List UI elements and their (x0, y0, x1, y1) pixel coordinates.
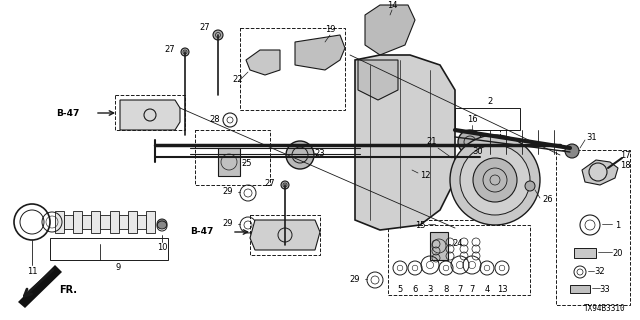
Text: 7: 7 (458, 285, 463, 294)
Bar (100, 215, 109, 229)
Text: 7: 7 (469, 285, 475, 294)
Text: 27: 27 (164, 45, 175, 54)
Text: 14: 14 (387, 1, 397, 10)
Text: 17: 17 (620, 150, 630, 159)
Bar (195, 130, 270, 185)
Polygon shape (18, 265, 62, 308)
Text: 1: 1 (616, 220, 621, 229)
Bar (128, 211, 137, 233)
Polygon shape (358, 60, 398, 100)
Circle shape (450, 135, 540, 225)
Text: 2: 2 (488, 98, 493, 107)
Polygon shape (120, 100, 180, 130)
Text: 21: 21 (427, 138, 437, 147)
Bar (118, 215, 128, 229)
Text: 10: 10 (157, 244, 167, 252)
Text: 24: 24 (452, 239, 463, 249)
Polygon shape (250, 220, 320, 250)
Bar (55, 211, 64, 233)
Bar (73, 211, 83, 233)
Circle shape (213, 30, 223, 40)
Bar (218, 148, 240, 176)
Text: 11: 11 (27, 268, 37, 276)
Polygon shape (246, 50, 280, 75)
Bar (250, 215, 320, 255)
Bar (92, 211, 100, 233)
Circle shape (286, 141, 314, 169)
Polygon shape (295, 35, 345, 70)
Text: 15: 15 (415, 220, 425, 229)
Bar (574, 248, 596, 258)
Bar (50, 238, 168, 260)
Text: B-47: B-47 (56, 108, 80, 117)
Text: 18: 18 (620, 161, 630, 170)
Bar (137, 215, 146, 229)
Text: 6: 6 (412, 285, 418, 294)
Text: 29: 29 (223, 188, 233, 196)
Bar (240, 28, 345, 110)
Bar (570, 285, 590, 293)
Text: 20: 20 (612, 249, 623, 258)
Text: 27: 27 (265, 179, 275, 188)
Circle shape (525, 181, 535, 191)
Bar (64, 215, 73, 229)
Text: 19: 19 (324, 26, 335, 35)
Text: 13: 13 (497, 285, 508, 294)
Text: TX94B3310: TX94B3310 (584, 304, 625, 313)
Text: 29: 29 (223, 220, 233, 228)
Polygon shape (365, 5, 415, 55)
Text: 30: 30 (473, 148, 483, 156)
Text: 12: 12 (420, 171, 430, 180)
Circle shape (565, 144, 579, 158)
Bar (83, 215, 92, 229)
Text: 8: 8 (444, 285, 449, 294)
Text: 25: 25 (242, 158, 252, 167)
Bar (556, 150, 630, 305)
Text: 4: 4 (484, 285, 490, 294)
Bar (109, 211, 118, 233)
Text: 5: 5 (397, 285, 403, 294)
Text: 16: 16 (467, 116, 477, 124)
Text: 26: 26 (543, 196, 554, 204)
Text: 29: 29 (349, 275, 360, 284)
Circle shape (460, 145, 530, 215)
Polygon shape (355, 55, 455, 230)
Text: 33: 33 (600, 284, 611, 293)
Bar (390, 130, 500, 220)
Circle shape (589, 163, 607, 181)
Bar (388, 225, 530, 295)
Circle shape (281, 181, 289, 189)
Circle shape (157, 219, 167, 229)
Bar (455, 108, 520, 130)
Circle shape (181, 48, 189, 56)
Text: 32: 32 (595, 268, 605, 276)
Circle shape (473, 158, 517, 202)
Text: 9: 9 (115, 263, 120, 273)
Text: 3: 3 (428, 285, 433, 294)
Text: FR.: FR. (59, 285, 77, 295)
Circle shape (458, 130, 482, 154)
Text: B-47: B-47 (190, 228, 214, 236)
Text: 31: 31 (587, 133, 597, 142)
Text: 23: 23 (315, 148, 325, 157)
Text: 28: 28 (210, 116, 220, 124)
Bar (430, 232, 448, 260)
Text: 27: 27 (200, 23, 211, 33)
Polygon shape (582, 160, 618, 185)
Text: 22: 22 (233, 76, 243, 84)
Bar (115, 95, 185, 130)
Bar (146, 211, 155, 233)
